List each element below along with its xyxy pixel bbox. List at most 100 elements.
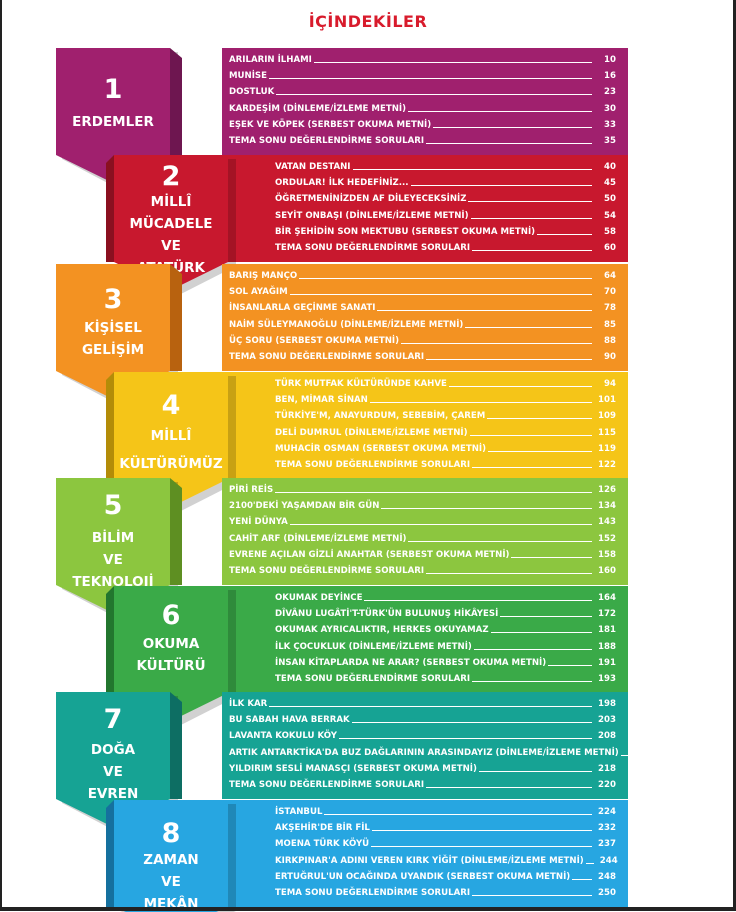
toc-leader-line [472,681,592,682]
toc-leader-line [472,895,592,896]
toc-leader-line [289,294,592,296]
toc-entry[interactable]: SEYİT ONBAŞI (DİNLEME/İZLEME METNİ) 54 [275,209,616,221]
toc-entry-title: BARIŞ MANÇO [229,271,298,281]
unit-number: 1 [103,74,123,105]
toc-entry[interactable]: 2100'DEKİ YAŞAMDAN BİR GÜN 134 [229,499,616,511]
toc-entry[interactable]: OKUMAK AYRICALIKTIR, HERKES OKUYAMAZ 181 [275,623,616,635]
toc-leader-line [408,540,592,542]
toc-leader-line [324,814,592,815]
toc-leader-line [371,830,592,832]
toc-leader-line [465,326,592,328]
toc-entry-page: 158 [598,549,616,560]
ribbon-body [114,800,228,912]
toc-entry[interactable]: BİR ŞEHİDİN SON MEKTUBU (SERBEST OKUMA M… [275,225,616,237]
toc-entry[interactable]: EVRENE AÇILAN GİZLİ ANAHTAR (SERBEST OKU… [229,548,616,560]
toc-entry[interactable]: İNSANLARLA GEÇİNME SANATI 78 [229,301,616,313]
toc-entry-page: 172 [598,609,616,620]
toc-entry-title: TÜRK MUTFAK KÜLTÜRÜNDE KAHVE [275,379,447,389]
toc-entry[interactable]: SOL AYAĞIM 70 [229,285,616,297]
toc-entry[interactable]: TEMA SONU DEĞERLENDİRME SORULARI 220 [229,778,616,790]
toc-entry[interactable]: İLK KAR 198 [229,697,616,709]
toc-entry-page: 122 [598,460,616,470]
toc-entry[interactable]: CAHİT ARF (DİNLEME/İZLEME METNİ) 152 [229,532,616,544]
toc-entry[interactable]: DOSTLUK 23 [229,85,616,97]
toc-entry[interactable]: TEMA SONU DEĞERLENDİRME SORULARI 122 [275,458,616,470]
toc-entry-title: ARTIK ANTARKTİKA'DA BUZ DAĞLARININ ARASI… [229,747,619,758]
toc-entry[interactable]: ORDULAR! İLK HEDEFİNİZ... 45 [275,176,616,188]
toc-entry-page: 126 [598,485,616,495]
unit-1-ribbon-shape [56,48,182,189]
toc-entry[interactable]: MUHACİR OSMAN (SERBEST OKUMA METNİ) 119 [275,442,616,454]
toc-entry[interactable]: ÖĞRETMENİNİZDEN AF DİLEYECEKSİNİZ 50 [275,192,616,204]
toc-entry[interactable]: LAVANTA KOKULU KÖY 208 [229,729,616,741]
toc-entry[interactable]: İSTANBUL 224 [275,805,616,817]
unit-label-line: ERDEMLER [72,114,154,130]
ribbon-body [56,478,170,613]
toc-entry[interactable]: BU SABAH HAVA BERRAK 203 [229,713,616,725]
toc-entry[interactable]: ARILARIN İLHAMI 10 [229,53,616,65]
unit-2-band [222,155,628,262]
toc-entry[interactable]: TEMA SONU DEĞERLENDİRME SORULARI 160 [229,564,616,576]
toc-entry[interactable]: ÜÇ SORU (SERBEST OKUMA METNİ) 88 [229,334,616,346]
toc-entry-title: CAHİT ARF (DİNLEME/İZLEME METNİ) [229,533,407,544]
toc-entry-title: TEMA SONU DEĞERLENDİRME SORULARI [275,674,471,684]
toc-entry-page: 244 [599,855,618,866]
toc-entry[interactable]: DELİ DUMRUL (DİNLEME/İZLEME METNİ) 115 [275,426,616,438]
toc-entry[interactable]: KARDEŞİM (DİNLEME/İZLEME METNİ) 30 [229,102,616,114]
ribbon-body [56,264,170,399]
toc-entry[interactable]: TEMA SONU DEĞERLENDİRME SORULARI 250 [275,886,616,898]
unit-8-ribbon-shape [106,800,236,912]
toc-entry-title: EVRENE AÇILAN GİZLİ ANAHTAR (SERBEST OKU… [229,549,510,560]
toc-entry[interactable]: EŞEK VE KÖPEK (SERBEST OKUMA METNİ) 33 [229,118,616,130]
toc-entry-title: 2100'DEKİ YAŞAMDAN BİR GÜN [229,501,380,512]
toc-entry-page: 58 [604,226,616,237]
toc-entry[interactable]: MOENA TÜRK KÖYÜ 237 [275,837,616,849]
toc-entry[interactable]: NAİM SÜLEYMANOĞLU (DİNLEME/İZLEME METNİ)… [229,318,616,330]
toc-entry-title: ERTUĞRUL'UN OCAĞINDA UYANDIK (SERBEST OK… [275,871,571,882]
unit-label-line: KÜLTÜRÜMÜZ [119,456,223,472]
toc-entry[interactable]: OKUMAK DEYİNCE 164 [275,591,616,603]
toc-entry[interactable]: YENİ DÜNYA 143 [229,515,616,527]
toc-entry[interactable]: VATAN DESTANI 40 [275,160,616,172]
toc-entry[interactable]: PİRİ REİS 126 [229,483,616,495]
toc-entry[interactable]: BEN, MİMAR SİNAN 101 [275,393,616,405]
toc-entry[interactable]: YILDIRIM SESLİ MANASÇI (SERBEST OKUMA ME… [229,762,616,774]
toc-entry-page: 16 [604,71,616,82]
toc-leader-line [426,573,592,574]
toc-entry[interactable]: İNSAN KİTAPLARDA NE ARAR? (SERBEST OKUMA… [275,656,616,668]
toc-entry[interactable]: BARIŞ MANÇO 64 [229,269,616,281]
toc-entry[interactable]: TÜRKİYE'M, ANAYURDUM, SEBEBİM, ÇAREM 109 [275,409,616,421]
toc-entry[interactable]: TEMA SONU DEĞERLENDİRME SORULARI 60 [275,241,616,253]
toc-leader-line [487,418,592,420]
toc-entry-title: OKUMAK DEYİNCE [275,593,363,603]
toc-entry[interactable]: ERTUĞRUL'UN OCAĞINDA UYANDIK (SERBEST OK… [275,870,616,882]
toc-entry-page: 90 [604,352,616,362]
toc-entry-page: 109 [598,411,616,422]
toc-entry-title: İSTANBUL [275,807,323,817]
toc-entry[interactable]: KIRKPINAR'A ADINI VEREN KIRK YİĞİT (DİNL… [275,854,618,866]
toc-entry-page: 30 [604,103,616,114]
unit-4-band [222,372,628,479]
toc-entry-page: 115 [598,427,616,438]
unit-label-line: DOĞA [90,742,136,758]
toc-entry-title: ORDULAR! İLK HEDEFİNİZ... [275,178,409,189]
toc-entry[interactable]: DÎVÂNU LUGÂTİ'T-TÜRK'ÜN BULUNUŞ HİKÂYESİ… [275,607,616,619]
unit-number: 5 [103,490,123,521]
toc-entry[interactable]: İLK ÇOCUKLUK (DİNLEME/İZLEME METNİ) 188 [275,640,616,652]
toc-entry[interactable]: MUNİSE 16 [229,69,616,81]
toc-leader-line [448,386,592,387]
toc-entry[interactable]: TEMA SONU DEĞERLENDİRME SORULARI 193 [275,672,616,684]
unit-label-line: VE [103,764,123,780]
toc-leader-line [426,359,592,360]
toc-entry[interactable]: AKŞEHİR'DE BİR FİL 232 [275,821,616,833]
page-title: İÇİNDEKİLER [308,12,428,31]
toc-entry[interactable]: ARTIK ANTARKTİKA'DA BUZ DAĞLARININ ARASI… [229,746,653,758]
toc-entry-title: TEMA SONU DEĞERLENDİRME SORULARI [275,243,471,253]
ribbon-body [56,692,170,827]
toc-entry[interactable]: TEMA SONU DEĞERLENDİRME SORULARI 35 [229,134,616,146]
toc-leader-line [408,110,592,112]
toc-entry-title: BU SABAH HAVA BERRAK [229,715,350,726]
toc-entry[interactable]: TÜRK MUTFAK KÜLTÜRÜNDE KAHVE 94 [275,377,616,389]
toc-entry[interactable]: TEMA SONU DEĞERLENDİRME SORULARI 90 [229,350,616,362]
toc-entry-title: İNSANLARLA GEÇİNME SANATI [229,303,376,314]
